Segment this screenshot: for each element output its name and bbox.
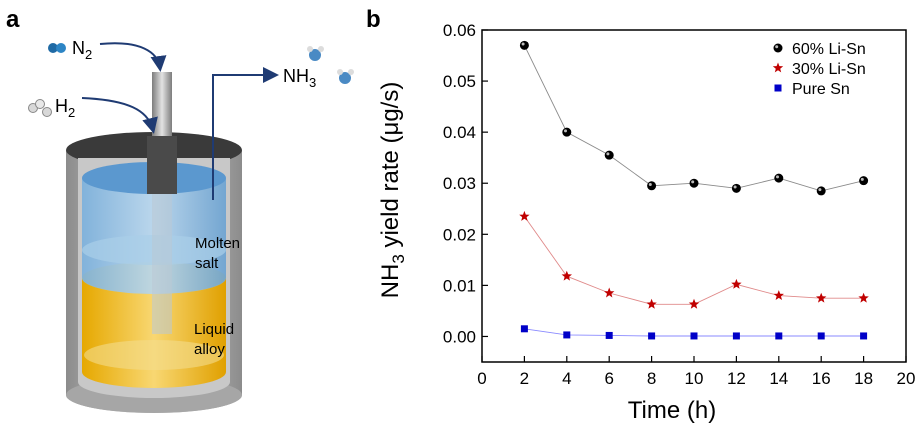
y-tick-label: 0.00 <box>443 327 476 346</box>
data-point <box>731 183 741 193</box>
legend-marker <box>773 43 783 53</box>
data-point <box>688 298 700 309</box>
y-tick-label: 0.04 <box>443 123 476 142</box>
legend-label: 30% Li-Sn <box>792 61 866 78</box>
data-point <box>817 332 825 340</box>
data-point <box>774 173 784 183</box>
legend-marker <box>772 62 784 73</box>
liquid-alloy-label-line2: alloy <box>194 341 225 358</box>
x-tick-label: 10 <box>685 369 704 388</box>
gas-feed-tube <box>147 72 177 334</box>
x-tick-label: 14 <box>769 369 788 388</box>
x-tick-label: 6 <box>604 369 613 388</box>
nh3-label: NH3 <box>283 66 316 90</box>
data-point <box>775 332 783 340</box>
liquid-alloy-label-line1: Liquid <box>194 321 234 338</box>
series-line <box>524 216 864 305</box>
data-point <box>604 150 614 160</box>
data-point <box>519 40 529 50</box>
h2-label: H2 <box>55 96 75 120</box>
h2-molecule-icon <box>28 99 52 117</box>
x-tick-label: 12 <box>727 369 746 388</box>
y-tick-label: 0.05 <box>443 72 476 91</box>
data-point <box>647 181 657 191</box>
nh3-molecule-icon <box>307 46 354 84</box>
data-point <box>732 332 740 340</box>
data-point <box>562 127 572 137</box>
panel-a-letter: a <box>6 6 20 33</box>
y-axis-label: NH3 yield rate (μg/s) <box>377 82 408 299</box>
data-point <box>561 270 572 281</box>
y-tick-label: 0.02 <box>443 225 476 244</box>
data-point <box>519 210 530 221</box>
data-point <box>773 290 784 300</box>
panel-b-letter: b <box>366 6 381 33</box>
y-tick-label: 0.06 <box>443 21 476 40</box>
x-axis-label: Time (h) <box>628 397 716 424</box>
legend-marker <box>774 84 782 92</box>
x-tick-label: 0 <box>477 369 486 388</box>
molten-salt-label-line1: Molten <box>195 235 240 252</box>
h2-feed-arrow <box>81 97 158 134</box>
data-point <box>605 331 613 339</box>
yield-rate-chart: 0 2 4 6 8 10 12 14 16 18 20 0.00 0.01 0.02 0.03 0.04 0.0… <box>377 21 916 424</box>
plot-frame <box>481 29 907 363</box>
y-tick-label: 0.01 <box>443 276 476 295</box>
data-point <box>858 292 869 303</box>
legend-label: Pure Sn <box>792 81 850 98</box>
data-point <box>604 287 615 298</box>
data-point <box>648 332 656 340</box>
y-tick-label: 0.03 <box>443 174 476 193</box>
data-point <box>690 332 698 340</box>
x-tick-label: 2 <box>520 369 529 388</box>
x-tick-label: 4 <box>562 369 571 388</box>
reactor-schematic: N2 H2 NH3 Molten salt Liquid alloy <box>28 38 354 413</box>
data-point <box>731 278 742 289</box>
data-point <box>689 178 699 188</box>
data-point <box>816 186 826 196</box>
x-tick-label: 8 <box>647 369 656 388</box>
data-point <box>859 176 869 186</box>
x-tick-label: 20 <box>897 369 916 388</box>
n2-feed-arrow <box>99 42 167 72</box>
x-tick-label: 16 <box>812 369 831 388</box>
n2-molecule-icon <box>48 43 66 53</box>
data-point <box>520 325 528 333</box>
exhaust-line <box>212 67 279 200</box>
x-tick-label: 18 <box>854 369 873 388</box>
data-point <box>816 292 827 303</box>
data-point <box>563 331 571 339</box>
data-point <box>646 298 657 309</box>
data-point <box>860 332 868 340</box>
molten-salt-label-line2: salt <box>195 255 219 272</box>
legend-label: 60% Li-Sn <box>792 41 866 58</box>
n2-label: N2 <box>72 38 92 62</box>
